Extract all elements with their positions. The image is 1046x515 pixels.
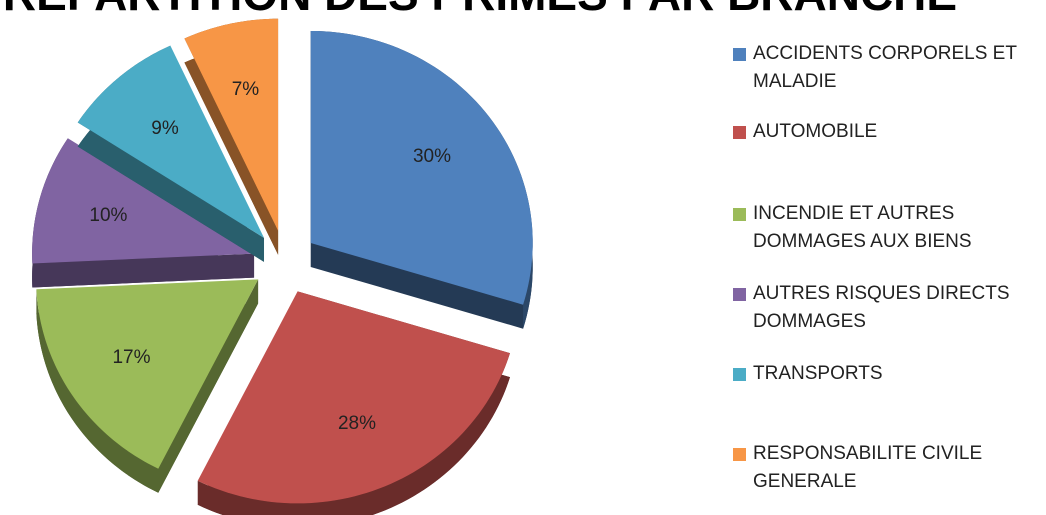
data-label: 9%: [151, 118, 179, 139]
slice-side: [184, 18, 279, 255]
data-label: 10%: [89, 205, 127, 226]
legend-label: RESPONSABILITE CIVILE GENERALE: [753, 443, 983, 492]
legend-swatch: [733, 126, 746, 139]
legend-item: TRANSPORTS: [733, 360, 1043, 388]
legend-swatch: [733, 48, 746, 61]
legend-item: RESPONSABILITE CIVILE GENERALE: [733, 440, 1043, 496]
legend-label: ACCIDENTS CORPORELS ET MALADIE: [753, 43, 1017, 92]
legend-item: INCENDIE ET AUTRES DOMMAGES AUX BIENS: [733, 200, 1043, 256]
slice-side: [77, 45, 265, 262]
legend-swatch: [733, 288, 746, 301]
slice: [32, 138, 255, 264]
legend-label: AUTOMOBILE: [753, 121, 878, 142]
legend-label: INCENDIE ET AUTRES DOMMAGES AUX BIENS: [753, 203, 972, 252]
legend-label: AUTRES RISQUES DIRECTS DOMMAGES: [753, 283, 1010, 332]
legend-swatch: [733, 368, 746, 381]
data-label: 7%: [232, 79, 260, 100]
data-label: 28%: [338, 413, 376, 434]
legend-label: TRANSPORTS: [753, 363, 883, 384]
legend-swatch: [733, 448, 746, 461]
legend-swatch: [733, 208, 746, 221]
slice: [36, 279, 259, 469]
legend-item: AUTOMOBILE: [733, 118, 1043, 146]
data-label: 17%: [112, 347, 150, 368]
chart-title: REPARTITION DES PRIMES PAR BRANCHE: [3, 0, 957, 20]
data-label: 30%: [413, 146, 451, 167]
slice: [77, 45, 265, 238]
slice-side: [32, 138, 255, 288]
slice-side: [36, 279, 259, 493]
slice: [197, 291, 510, 504]
legend-item: AUTRES RISQUES DIRECTS DOMMAGES: [733, 280, 1043, 336]
slice: [310, 30, 533, 305]
slice: [184, 18, 279, 231]
legend-item: ACCIDENTS CORPORELS ET MALADIE: [733, 40, 1043, 96]
